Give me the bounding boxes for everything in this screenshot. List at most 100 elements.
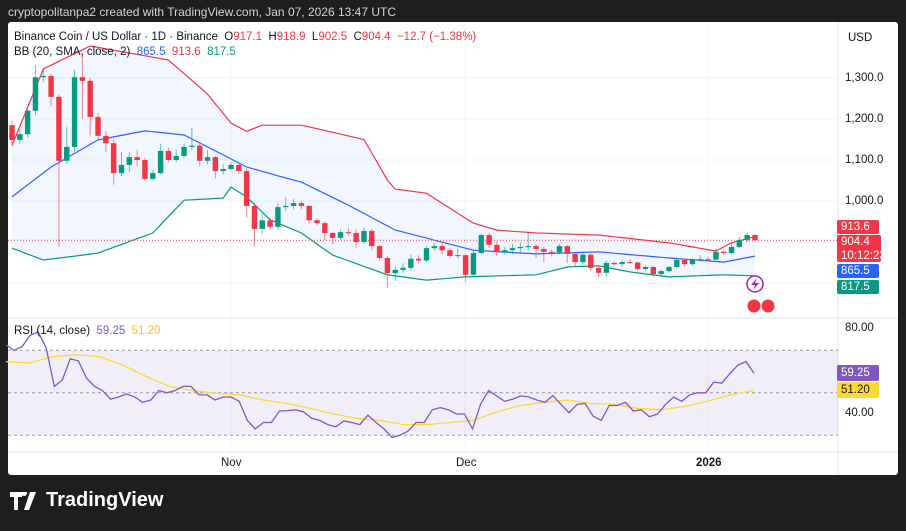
candle-body (384, 257, 391, 274)
rsi-ma-price-label: 51.20 (837, 382, 879, 398)
low-label: L (311, 31, 319, 43)
rsi-ma-value: 51.20 (131, 325, 161, 337)
candle-body (502, 250, 508, 252)
bar-countdown: 10:12:23 (841, 250, 886, 262)
rsi-line (5, 330, 755, 439)
bb-mid-value: 865.5 (136, 46, 166, 58)
candle-body (150, 173, 156, 179)
candle-body (236, 164, 242, 172)
candle-body (9, 125, 15, 140)
bb-upper-line (11, 45, 756, 252)
candle-body (721, 251, 727, 254)
price-tick: 1,000.0 (845, 195, 884, 207)
candle-body (455, 255, 461, 257)
candle-body (126, 157, 133, 165)
candle-body (564, 246, 570, 254)
price-tick: 1,300.0 (845, 72, 884, 84)
candle-body (736, 239, 743, 247)
candle-body (494, 244, 500, 252)
candle-body (353, 232, 359, 243)
candle-body (71, 77, 78, 147)
rsi-title: RSI (14, close) (14, 325, 91, 337)
open-label: O (224, 31, 234, 43)
candle-body (197, 145, 203, 161)
candle-body (634, 262, 641, 270)
open-value: 917.1 (233, 31, 263, 43)
candle-body (447, 250, 453, 256)
candle-body (314, 220, 320, 224)
candle-body (744, 235, 750, 240)
candle-body (681, 260, 688, 265)
lightning-icon-glyph (751, 278, 759, 290)
rsi-legend[interactable]: RSI (14, close) 59.25 51.20 (14, 325, 160, 337)
close-label: C (353, 31, 362, 43)
change-value: −12.7 (−1.38%) (396, 31, 477, 43)
bb-mid-price-label: 865.5 (837, 264, 879, 278)
candle-body (32, 77, 39, 111)
candle-body (439, 246, 445, 251)
candle-body (713, 251, 719, 260)
candle-body (400, 267, 406, 270)
candle-body (361, 230, 367, 243)
candle-body (173, 155, 179, 161)
bb-title: BB (20, SMA, close, 2) (14, 46, 131, 58)
candle-body (509, 248, 516, 251)
candle-body (580, 254, 586, 263)
candle-body (611, 262, 617, 265)
candle-body (181, 146, 187, 156)
candle-body (369, 230, 375, 247)
candle-body (134, 157, 140, 161)
candle-body (322, 223, 328, 233)
us-flag-icon (746, 298, 762, 314)
candle-body (423, 248, 430, 261)
candle-body (40, 75, 46, 78)
candle-body (650, 267, 657, 274)
candle-body (619, 262, 625, 265)
candle-body (165, 150, 172, 161)
brand-name: TradingView (46, 489, 164, 511)
currency-button[interactable]: USD (848, 32, 873, 44)
candle-body (697, 259, 703, 261)
us-flag-icon (760, 298, 776, 314)
high-value: 918.9 (276, 31, 306, 43)
rsi-price-label: 59.25 (837, 365, 879, 381)
price-tick: 1,100.0 (845, 154, 884, 166)
attribution-bar: cryptopolitanpa2 created with TradingVie… (0, 0, 906, 22)
candle-body (462, 255, 469, 275)
candle-body (17, 134, 23, 140)
candle-body (329, 232, 336, 238)
last-price-label: 904.4 10:12:23 (837, 235, 886, 262)
candle-body (212, 157, 219, 172)
candle-body (95, 116, 101, 136)
candle-body (572, 253, 578, 263)
rsi-tick: 80.00 (845, 322, 874, 334)
candle-body (103, 135, 109, 144)
candle-body (548, 251, 555, 253)
bb-band-fill (12, 46, 755, 281)
candle-body (752, 234, 758, 241)
bb-lower-price-label: 817.5 (837, 280, 879, 294)
candle-body (56, 96, 62, 161)
close-value: 904.4 (361, 31, 391, 43)
candle-body (525, 246, 531, 248)
time-tick-2026: 2026 (696, 457, 722, 469)
candle-body (298, 203, 305, 206)
candle-body (533, 246, 539, 249)
symbol-legend: Binance Coin / US Dollar · 1D · Binance … (14, 31, 476, 43)
last-price-value: 904.4 (841, 236, 870, 248)
candle-body (486, 235, 492, 245)
chart-area[interactable] (8, 22, 898, 475)
low-value: 902.5 (318, 31, 348, 43)
candle-body (705, 259, 711, 261)
tradingview-logo[interactable]: TradingView (10, 489, 163, 512)
candle-body (658, 271, 664, 274)
candle-body (306, 205, 312, 221)
bb-middle-line (11, 130, 756, 263)
bb-legend[interactable]: BB (20, SMA, close, 2) 865.5 913.6 817.5 (14, 46, 236, 58)
candle-body (666, 267, 672, 272)
candle-body (290, 203, 297, 206)
symbol-title[interactable]: Binance Coin / US Dollar · 1D · Binance (14, 31, 218, 43)
candle-body (376, 246, 383, 258)
attribution-text: cryptopolitanpa2 created with TradingVie… (8, 5, 397, 19)
